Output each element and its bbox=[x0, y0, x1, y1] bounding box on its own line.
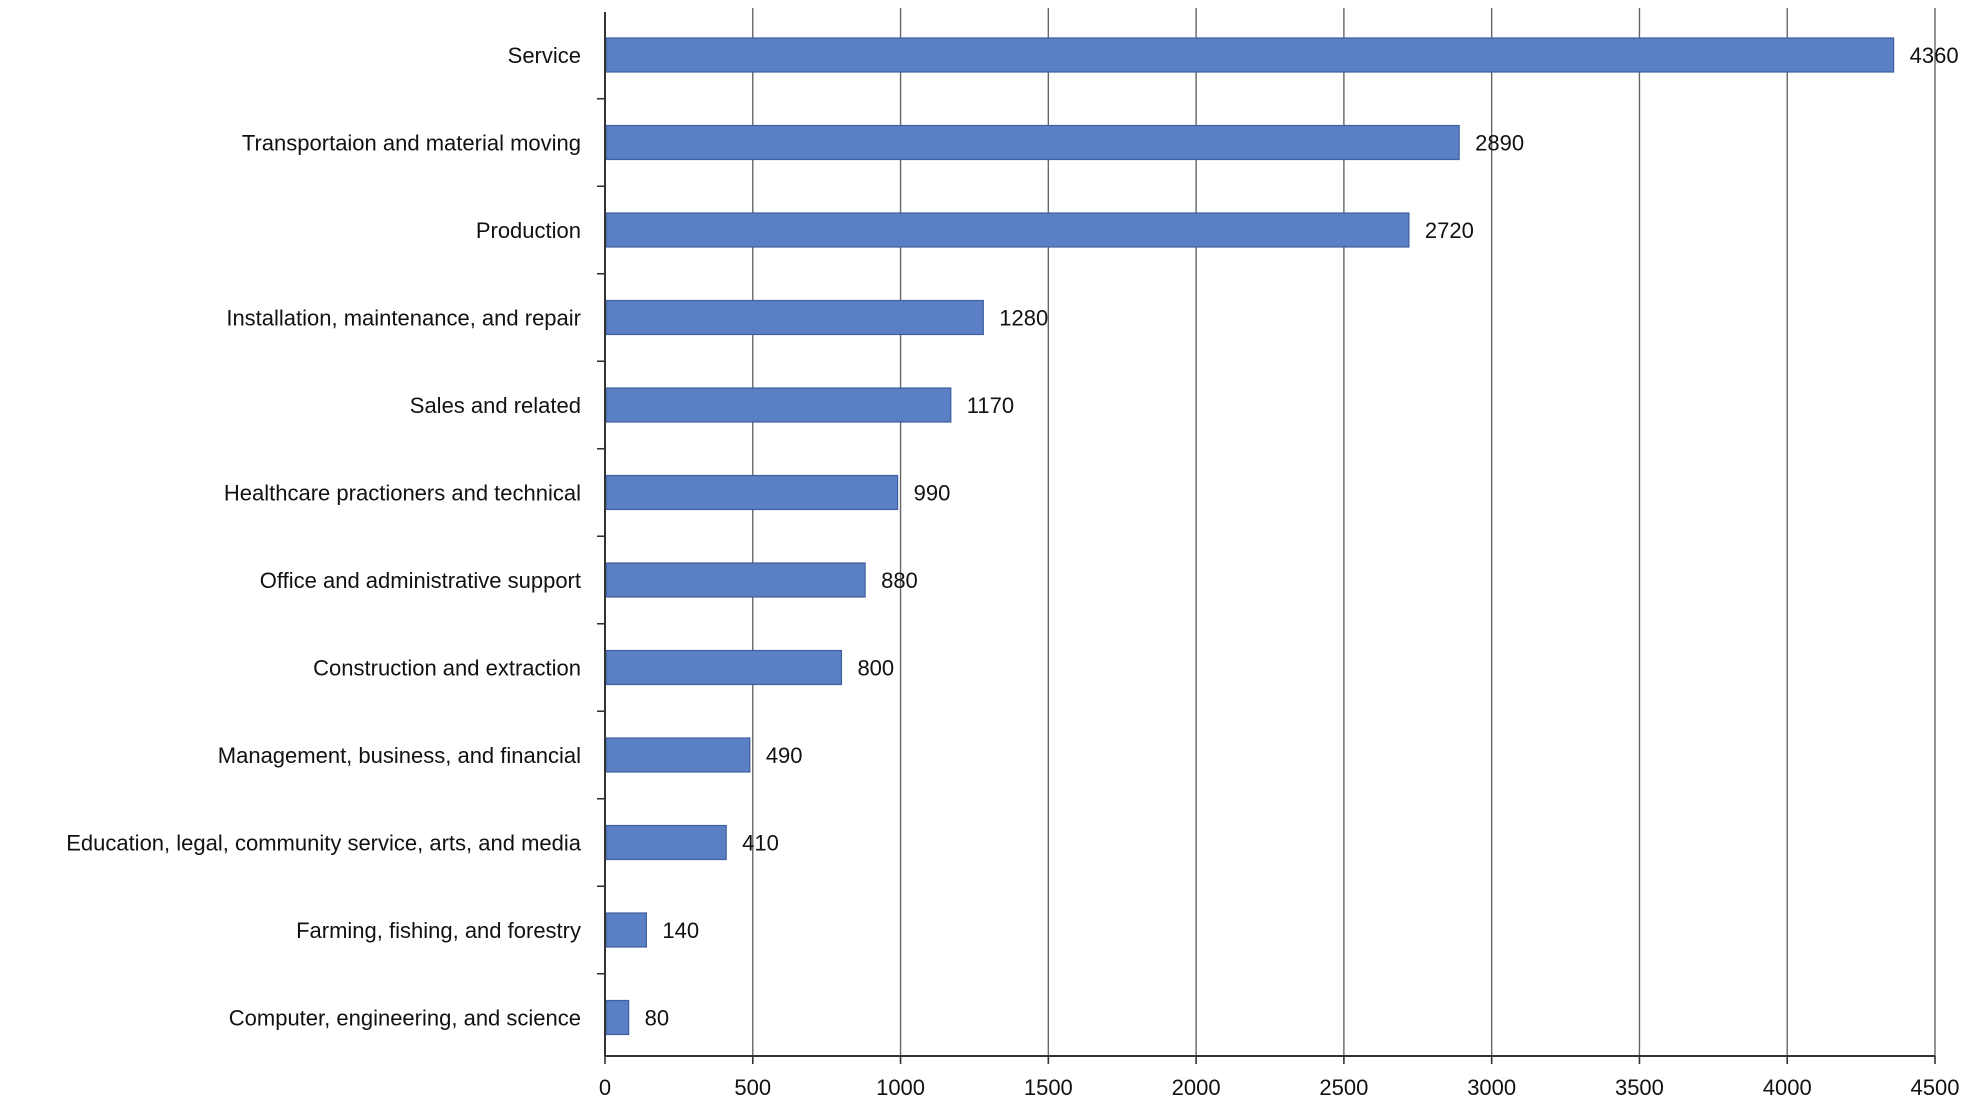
data-label: 80 bbox=[645, 1006, 669, 1031]
x-tick-label: 4000 bbox=[1763, 1075, 1812, 1100]
data-label: 880 bbox=[881, 568, 918, 593]
category-label: Construction and extraction bbox=[313, 656, 581, 681]
bar bbox=[605, 387, 952, 423]
x-tick-label: 3000 bbox=[1467, 1075, 1516, 1100]
x-tick-label: 2500 bbox=[1319, 1075, 1368, 1100]
data-label: 140 bbox=[662, 918, 699, 943]
data-label: 4360 bbox=[1910, 43, 1959, 68]
bar bbox=[605, 824, 727, 861]
category-label: Management, business, and financial bbox=[218, 743, 581, 768]
bar bbox=[605, 474, 899, 511]
data-label: 800 bbox=[857, 656, 894, 681]
x-tick-label: 0 bbox=[599, 1075, 611, 1100]
category-label: Service bbox=[508, 43, 581, 68]
data-label: 990 bbox=[914, 481, 951, 506]
x-tick-label: 2000 bbox=[1172, 1075, 1221, 1100]
category-label: Healthcare practioners and technical bbox=[224, 481, 581, 506]
bar bbox=[605, 124, 1460, 161]
bar bbox=[605, 649, 843, 686]
category-label: Sales and related bbox=[410, 393, 581, 418]
category-label: Education, legal, community service, art… bbox=[66, 831, 582, 856]
category-label: Production bbox=[476, 218, 581, 243]
data-label: 1170 bbox=[967, 393, 1014, 418]
bar bbox=[605, 737, 751, 773]
bar bbox=[605, 999, 630, 1036]
bar bbox=[605, 562, 866, 598]
x-tick-label: 3500 bbox=[1615, 1075, 1664, 1100]
x-tick-label: 1000 bbox=[876, 1075, 925, 1100]
axes bbox=[597, 12, 1936, 1064]
data-label: 490 bbox=[766, 743, 803, 768]
gridlines bbox=[752, 8, 1936, 1056]
category-label: Computer, engineering, and science bbox=[229, 1006, 581, 1031]
category-label: Installation, maintenance, and repair bbox=[226, 306, 581, 331]
category-label: Transportaion and material moving bbox=[242, 131, 581, 156]
data-label: 2890 bbox=[1475, 131, 1524, 156]
category-label: Office and administrative support bbox=[260, 568, 581, 593]
bar bbox=[605, 212, 1410, 248]
data-label: 410 bbox=[742, 831, 779, 856]
x-tick-label: 1500 bbox=[1024, 1075, 1073, 1100]
x-tick-label: 4500 bbox=[1911, 1075, 1960, 1100]
x-tick-label: 500 bbox=[734, 1075, 771, 1100]
bar bbox=[605, 37, 1895, 73]
labels: 0 500 1000 1500 2000 2500 3000 3500 4000 4500 Serv… bbox=[66, 43, 1959, 1100]
data-label: 1280 bbox=[999, 306, 1048, 331]
bars bbox=[605, 37, 1895, 1036]
bar bbox=[605, 912, 647, 948]
bar bbox=[605, 299, 984, 336]
category-label: Farming, fishing, and forestry bbox=[296, 918, 581, 943]
data-label: 2720 bbox=[1425, 218, 1474, 243]
